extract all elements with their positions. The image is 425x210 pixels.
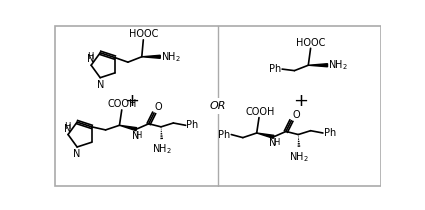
Text: NH$_2$: NH$_2$	[161, 50, 181, 64]
Text: N: N	[96, 80, 104, 90]
Text: +: +	[293, 92, 308, 110]
Text: N: N	[64, 124, 71, 134]
Text: H: H	[136, 131, 142, 140]
Text: N: N	[269, 138, 277, 148]
Text: Ph: Ph	[187, 120, 199, 130]
Text: Ph: Ph	[218, 130, 230, 139]
Text: HOOC: HOOC	[296, 38, 325, 47]
Text: N: N	[132, 131, 139, 141]
Text: H: H	[64, 122, 71, 131]
Text: NH$_2$: NH$_2$	[328, 58, 348, 72]
Text: Ph: Ph	[324, 128, 336, 138]
Polygon shape	[257, 133, 274, 138]
Text: Ph: Ph	[269, 64, 281, 74]
FancyBboxPatch shape	[55, 26, 381, 186]
Text: N: N	[87, 54, 94, 64]
Text: O: O	[155, 102, 162, 112]
Polygon shape	[119, 125, 137, 131]
Text: H: H	[273, 138, 279, 147]
Text: NH$_2$: NH$_2$	[152, 142, 172, 156]
Text: O: O	[292, 110, 300, 120]
Text: COOH: COOH	[108, 99, 137, 109]
Text: OR: OR	[210, 101, 227, 111]
Text: N: N	[74, 149, 81, 159]
Text: +: +	[124, 92, 139, 110]
Polygon shape	[308, 64, 328, 67]
Polygon shape	[142, 55, 160, 58]
Text: NH$_2$: NH$_2$	[289, 150, 309, 164]
Text: HOOC: HOOC	[129, 29, 158, 39]
Text: H: H	[87, 52, 94, 61]
Text: COOH: COOH	[245, 107, 275, 117]
